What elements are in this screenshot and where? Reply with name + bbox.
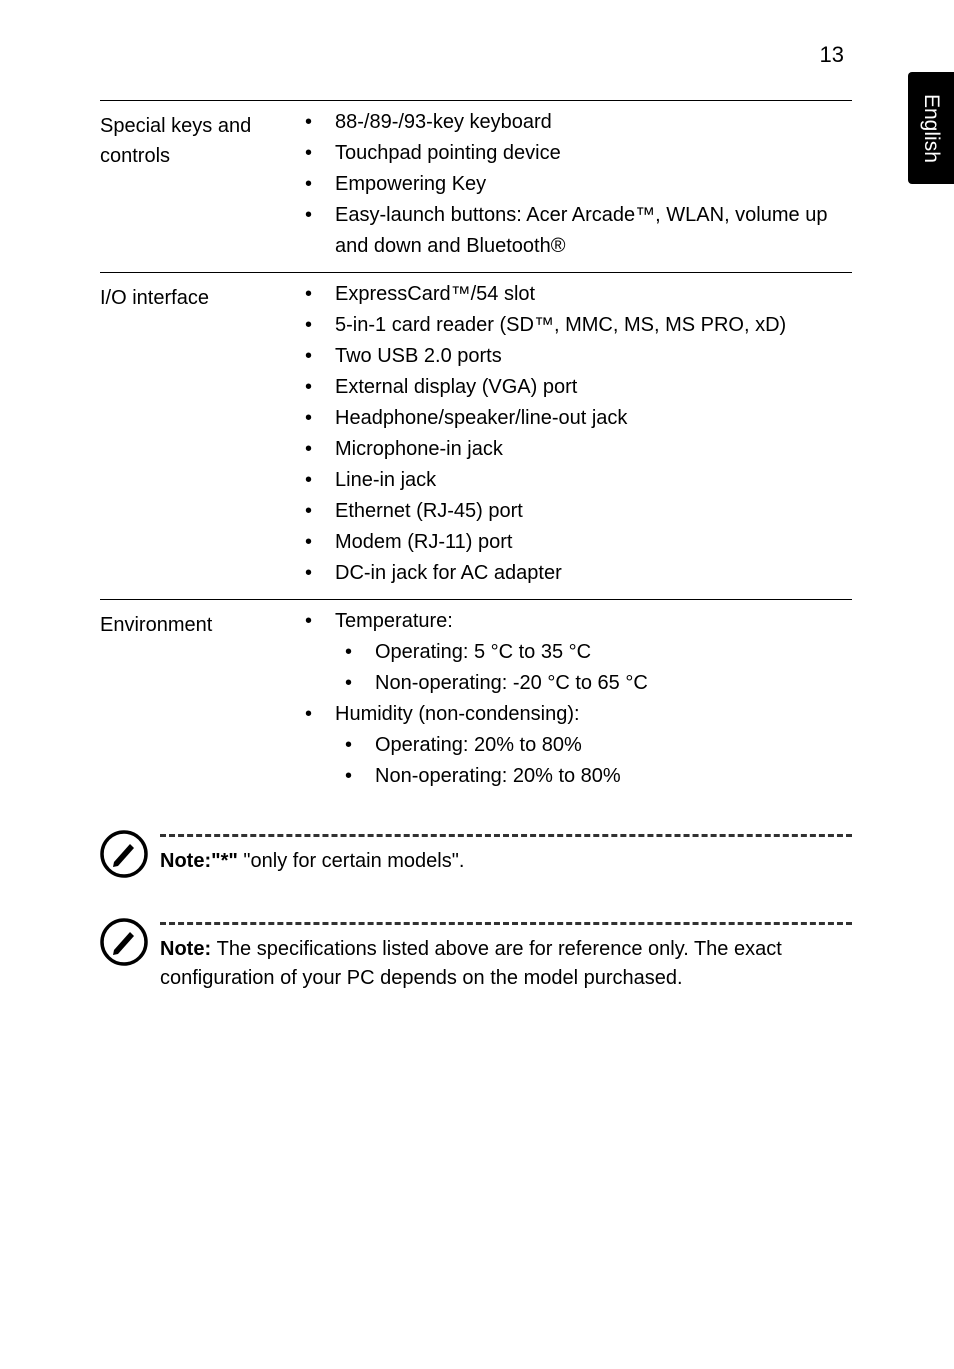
list-item: Empowering Key [295,169,852,200]
spec-label: Special keys and controls [100,107,295,262]
spec-table: Special keys and controls 88-/89-/93-key… [100,100,852,993]
spec-row-special-keys: Special keys and controls 88-/89-/93-key… [100,100,852,272]
list-item: Microphone-in jack [295,434,852,465]
spec-body: 88-/89-/93-key keyboard Touchpad pointin… [295,107,852,262]
note-content: "only for certain models". [243,850,464,872]
list-item: DC-in jack for AC adapter [295,558,852,589]
list-item: External display (VGA) port [295,372,852,403]
dashed-divider [160,922,852,925]
spec-body: Temperature: Operating: 5 °C to 35 °C No… [295,606,852,792]
list-item: Line-in jack [295,465,852,496]
pencil-icon [100,918,148,966]
list-item-text: Humidity (non-condensing): [335,703,580,725]
list-item: Humidity (non-condensing): Operating: 20… [295,699,852,792]
list-item: Modem (RJ-11) port [295,527,852,558]
page-number: 13 [820,42,844,68]
note-prefix: Note:"*" [160,850,243,872]
list-item: 5-in-1 card reader (SD™, MMC, MS, MS PRO… [295,310,852,341]
list-item: Ethernet (RJ-45) port [295,496,852,527]
note-block-1: Note:"*" "only for certain models". [100,830,852,878]
list-item: Two USB 2.0 ports [295,341,852,372]
note-block-2: Note: The specifications listed above ar… [100,918,852,993]
spec-row-io: I/O interface ExpressCard™/54 slot 5-in-… [100,272,852,599]
spec-row-environment: Environment Temperature: Operating: 5 °C… [100,599,852,802]
dashed-divider [160,834,852,837]
pencil-icon [100,830,148,878]
note-text: Note:"*" "only for certain models". [160,847,852,876]
spec-label: I/O interface [100,279,295,589]
list-item: ExpressCard™/54 slot [295,279,852,310]
list-item: Easy-launch buttons: Acer Arcade™, WLAN,… [295,200,852,262]
list-item: Touchpad pointing device [295,138,852,169]
note-content: The specifications listed above are for … [160,938,782,989]
list-subitem: Operating: 5 °C to 35 °C [335,637,852,668]
side-language-tab: English [908,72,954,184]
spec-body: ExpressCard™/54 slot 5-in-1 card reader … [295,279,852,589]
note-body: Note:"*" "only for certain models". [160,830,852,876]
list-subitem: Operating: 20% to 80% [335,730,852,761]
spec-label: Environment [100,606,295,792]
list-item-text: Temperature: [335,610,453,632]
list-subitem: Non-operating: 20% to 80% [335,761,852,792]
note-text: Note: The specifications listed above ar… [160,935,852,993]
list-subitem: Non-operating: -20 °C to 65 °C [335,668,852,699]
note-prefix: Note: [160,938,217,960]
list-item: Temperature: Operating: 5 °C to 35 °C No… [295,606,852,699]
list-item: Headphone/speaker/line-out jack [295,403,852,434]
list-item: 88-/89-/93-key keyboard [295,107,852,138]
note-body: Note: The specifications listed above ar… [160,918,852,993]
